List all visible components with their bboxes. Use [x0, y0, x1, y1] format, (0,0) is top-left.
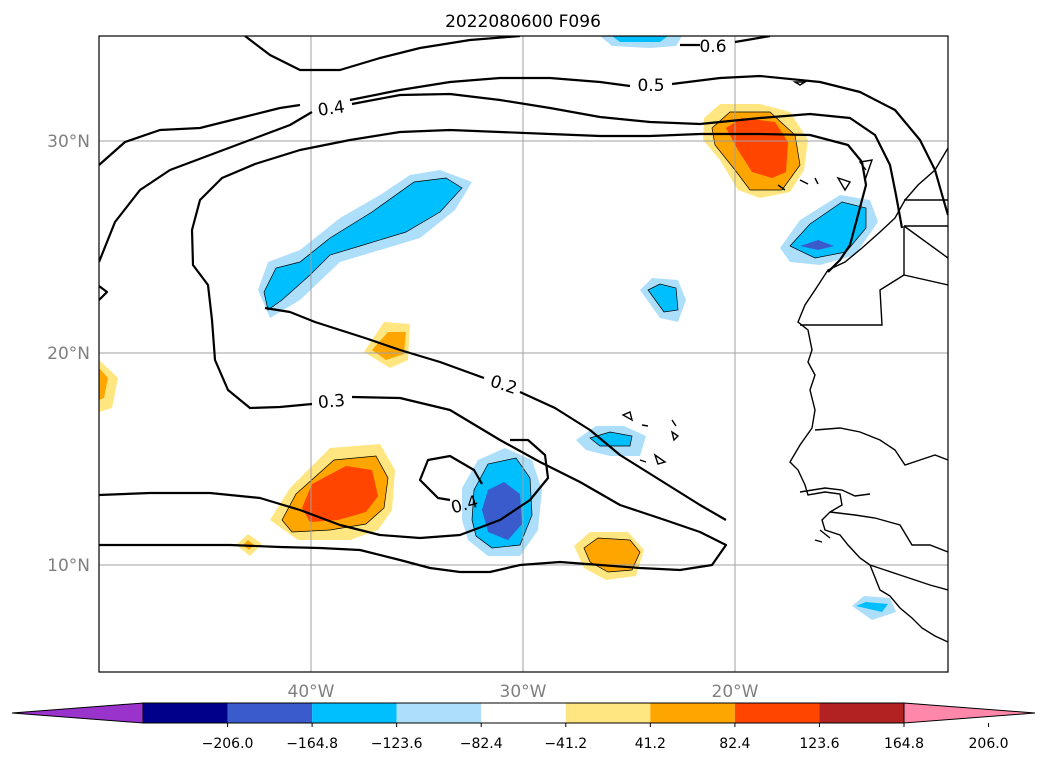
colorbar-bin: [143, 703, 228, 723]
contour-0.4-lower-2: [99, 438, 550, 540]
colorbar-under-extension: [11, 702, 144, 724]
chart-title: 2022080600 F096: [445, 12, 601, 32]
lon-label-20w: 20°W: [712, 682, 759, 702]
colorbar-bin: [819, 703, 904, 723]
contour-label-0.5: 0.5: [637, 76, 664, 96]
colorbar-bin: [734, 703, 820, 723]
colorbar-tick-label: −41.2: [544, 736, 587, 752]
contour-0.6: [244, 36, 771, 72]
contour-label-0.4-upper: 0.4: [317, 97, 347, 121]
colorbar-bin: [650, 703, 735, 723]
contour-0.4-lower: [418, 454, 483, 502]
shade-orange-west: [99, 360, 118, 412]
contour-0.2: [264, 306, 727, 521]
lat-label-30n: 30°N: [47, 132, 90, 152]
lon-label-40w: 40°W: [288, 682, 335, 702]
colorbar-ticks: −206.0 −164.8 −123.6 −82.4 −41.2 41.2 82.4 123.…: [202, 723, 1009, 752]
contour-label-0.6: 0.6: [699, 37, 726, 57]
colorbar-tick-label: 164.8: [884, 736, 924, 752]
map-frame: [98, 35, 949, 673]
colorbar-bins: [142, 702, 905, 724]
colorbar-bin: [312, 703, 397, 723]
lat-label-10n: 10°N: [47, 556, 90, 576]
colorbar-tick-label: 82.4: [719, 736, 750, 752]
contour-0.3: [99, 128, 868, 574]
colorbar-tick-label: −123.6: [371, 736, 423, 752]
colorbar-tick-label: 206.0: [969, 736, 1009, 752]
colorbar: −206.0 −164.8 −123.6 −82.4 −41.2 41.2 82.4 123.…: [11, 702, 1036, 752]
colorbar-tick-label: −82.4: [460, 736, 503, 752]
contour-lines: [99, 36, 948, 574]
lat-label-20n: 20°N: [47, 344, 90, 364]
colorbar-bin: [481, 703, 566, 723]
colorbar-tick-label: −206.0: [202, 736, 254, 752]
colorbar-tick-label: 123.6: [799, 736, 839, 752]
colorbar-tick-label: 41.2: [635, 736, 666, 752]
colorbar-over-extension: [903, 702, 1036, 724]
colorbar-bin: [565, 703, 651, 723]
colorbar-bin: [396, 703, 482, 723]
contour-0.5: [99, 74, 948, 216]
contour-label-0.3: 0.3: [317, 391, 346, 413]
colorbar-tick-label: −164.8: [286, 736, 338, 752]
lon-label-30w: 30°W: [500, 682, 547, 702]
coastlines: [621, 81, 948, 643]
colorbar-bin: [227, 703, 313, 723]
map-area: 0.6 0.5 0.4 0.3 0.2 0.4: [99, 36, 948, 672]
contour-west-edge: [99, 285, 109, 301]
contour-0.4-upper: [99, 92, 904, 263]
